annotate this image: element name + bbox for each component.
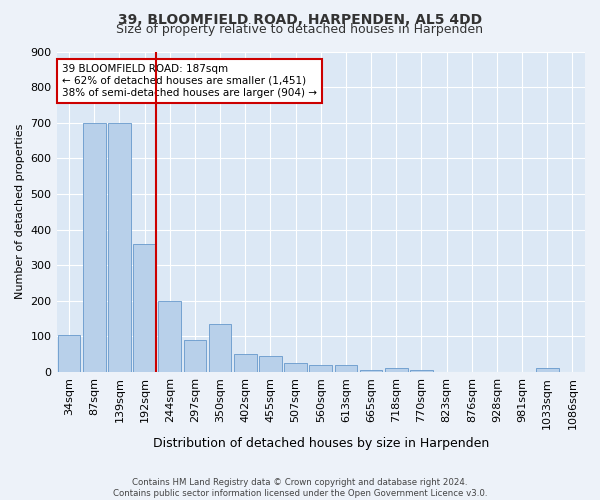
Bar: [209, 324, 232, 372]
Bar: [259, 356, 282, 372]
Bar: [360, 370, 382, 372]
Bar: [158, 300, 181, 372]
Bar: [536, 368, 559, 372]
Bar: [310, 365, 332, 372]
Bar: [284, 363, 307, 372]
Text: Contains HM Land Registry data © Crown copyright and database right 2024.
Contai: Contains HM Land Registry data © Crown c…: [113, 478, 487, 498]
Bar: [385, 368, 407, 372]
Text: 39 BLOOMFIELD ROAD: 187sqm
← 62% of detached houses are smaller (1,451)
38% of s: 39 BLOOMFIELD ROAD: 187sqm ← 62% of deta…: [62, 64, 317, 98]
Bar: [234, 354, 257, 372]
Bar: [410, 370, 433, 372]
Y-axis label: Number of detached properties: Number of detached properties: [15, 124, 25, 300]
Bar: [335, 365, 357, 372]
Bar: [133, 244, 156, 372]
X-axis label: Distribution of detached houses by size in Harpenden: Distribution of detached houses by size …: [152, 437, 489, 450]
Bar: [58, 334, 80, 372]
Bar: [184, 340, 206, 372]
Bar: [83, 122, 106, 372]
Bar: [108, 122, 131, 372]
Text: 39, BLOOMFIELD ROAD, HARPENDEN, AL5 4DD: 39, BLOOMFIELD ROAD, HARPENDEN, AL5 4DD: [118, 12, 482, 26]
Text: Size of property relative to detached houses in Harpenden: Size of property relative to detached ho…: [116, 22, 484, 36]
